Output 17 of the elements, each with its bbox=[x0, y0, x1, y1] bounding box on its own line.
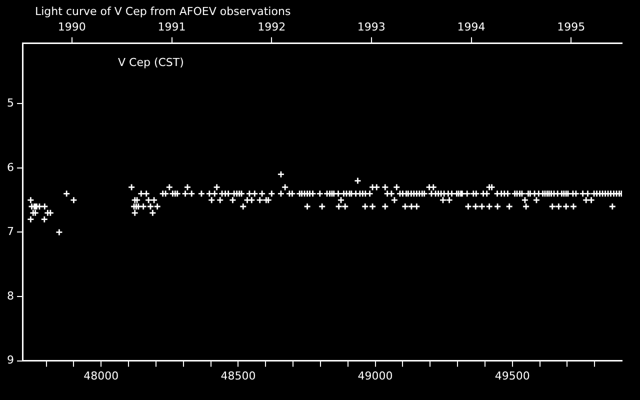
x2-tick-label: 1992 bbox=[258, 20, 286, 34]
x2-tick-label: 1991 bbox=[158, 20, 186, 34]
x-tick-label: 48500 bbox=[220, 369, 256, 382]
y-tick-label: 7 bbox=[7, 225, 14, 238]
x2-tick-label: 1990 bbox=[58, 20, 86, 34]
x2-tick-label: 1994 bbox=[457, 20, 486, 34]
x-tick-label: 48000 bbox=[84, 369, 119, 382]
x-tick-label: 49500 bbox=[494, 369, 530, 382]
y-tick-label: 8 bbox=[7, 289, 14, 302]
x2-tick-label: 1993 bbox=[357, 20, 386, 34]
annotation: V Cep (CST) bbox=[118, 56, 184, 70]
x2-tick-label: 1995 bbox=[557, 20, 586, 34]
y-tick-label: 6 bbox=[7, 160, 14, 174]
x-tick-label: 49000 bbox=[358, 369, 393, 382]
y-tick-label: 5 bbox=[7, 96, 14, 110]
chart-title: Light curve of V Cep from AFOEV observations bbox=[35, 4, 291, 18]
y-tick-label: 9 bbox=[7, 354, 14, 367]
